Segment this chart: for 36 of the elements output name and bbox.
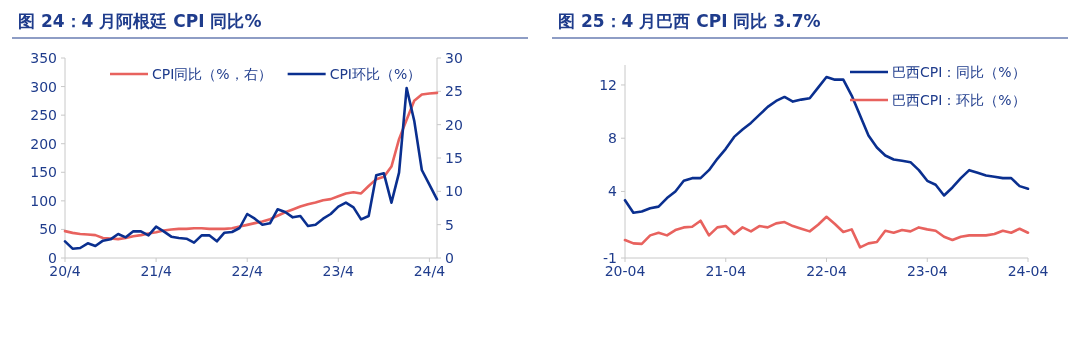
legend-label: CPI环比（%） <box>329 66 422 82</box>
legend-label: 巴西CPI：环比（%） <box>892 92 1026 108</box>
chart-title: 图 25：4 月巴西 CPI 同比 3.7% <box>558 11 821 31</box>
y-tick-label: -1 <box>603 250 617 266</box>
legend-label: 巴西CPI：同比（%） <box>892 64 1026 80</box>
y-tick-label: 12 <box>599 76 617 93</box>
y-tick-label: 200 <box>30 135 57 152</box>
x-tick-label: 21/4 <box>140 263 172 279</box>
x-tick-label: 20/4 <box>49 263 81 279</box>
y-tick-label: 150 <box>30 164 57 181</box>
y-tick-label: 250 <box>30 107 57 124</box>
x-tick-label: 22/4 <box>231 263 264 279</box>
y2-tick-label: 0 <box>445 250 454 266</box>
y2-tick-label: 15 <box>445 150 463 166</box>
y2-tick-label: 5 <box>445 216 454 233</box>
y2-tick-label: 10 <box>445 183 463 200</box>
y-tick-label: 50 <box>39 221 57 238</box>
y-tick-label: 4 <box>608 183 618 200</box>
x-tick-label: 24-04 <box>1007 263 1049 279</box>
chart-title: 图 24：4 月阿根廷 CPI 同比% <box>18 11 262 31</box>
x-tick-label: 23-04 <box>906 263 948 279</box>
line-series <box>623 215 1030 249</box>
x-tick-label: 20-04 <box>604 263 646 279</box>
y-tick-label: 0 <box>48 250 57 266</box>
y-tick-label: 300 <box>30 78 57 95</box>
y2-tick-label: 30 <box>445 50 463 66</box>
y-tick-label: 8 <box>608 130 617 147</box>
y-tick-label: 350 <box>30 50 57 66</box>
x-tick-label: 22-04 <box>806 263 847 279</box>
x-tick-label: 23/4 <box>322 263 355 279</box>
x-tick-label: 21-04 <box>705 263 747 279</box>
x-tick-label: 24/4 <box>413 263 446 279</box>
y-tick-label: 100 <box>30 192 57 209</box>
legend-label: CPI同比（%，右） <box>152 66 272 82</box>
y2-tick-label: 20 <box>445 116 463 133</box>
y2-tick-label: 25 <box>445 83 463 100</box>
